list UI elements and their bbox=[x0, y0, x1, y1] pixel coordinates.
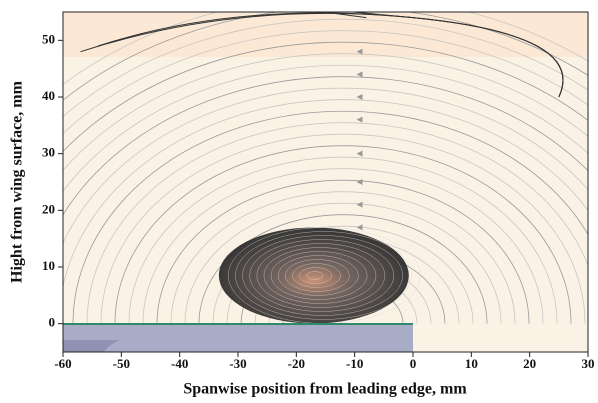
x-tick-label: -40 bbox=[171, 356, 188, 371]
page: {"chart_data": {"type": "streamline", "x… bbox=[0, 0, 598, 403]
y-tick-label: 50 bbox=[42, 31, 55, 46]
x-axis-title: Spanwise position from leading edge, mm bbox=[183, 381, 467, 398]
x-tick-label: -10 bbox=[346, 356, 363, 371]
y-tick-label: 10 bbox=[42, 258, 55, 273]
x-tick-label: -50 bbox=[113, 356, 130, 371]
x-tick-label: -30 bbox=[229, 356, 246, 371]
x-tick-label: 10 bbox=[465, 356, 478, 371]
x-tick-label: 30 bbox=[582, 356, 595, 371]
y-tick-label: 40 bbox=[42, 88, 55, 103]
x-tick-label: -20 bbox=[288, 356, 305, 371]
chart: Spanwise position from leading edge, mm … bbox=[0, 0, 598, 403]
y-axis-title: Hight from wing surface, mm bbox=[9, 80, 26, 283]
x-tick-label: -60 bbox=[54, 356, 71, 371]
x-tick-label: 20 bbox=[523, 356, 536, 371]
y-tick-label: 30 bbox=[42, 145, 55, 160]
x-tick-label: 0 bbox=[410, 356, 417, 371]
wing bbox=[63, 324, 413, 352]
y-tick-label: 20 bbox=[42, 201, 55, 216]
y-tick-label: 0 bbox=[49, 315, 56, 330]
wing-body bbox=[63, 324, 413, 352]
